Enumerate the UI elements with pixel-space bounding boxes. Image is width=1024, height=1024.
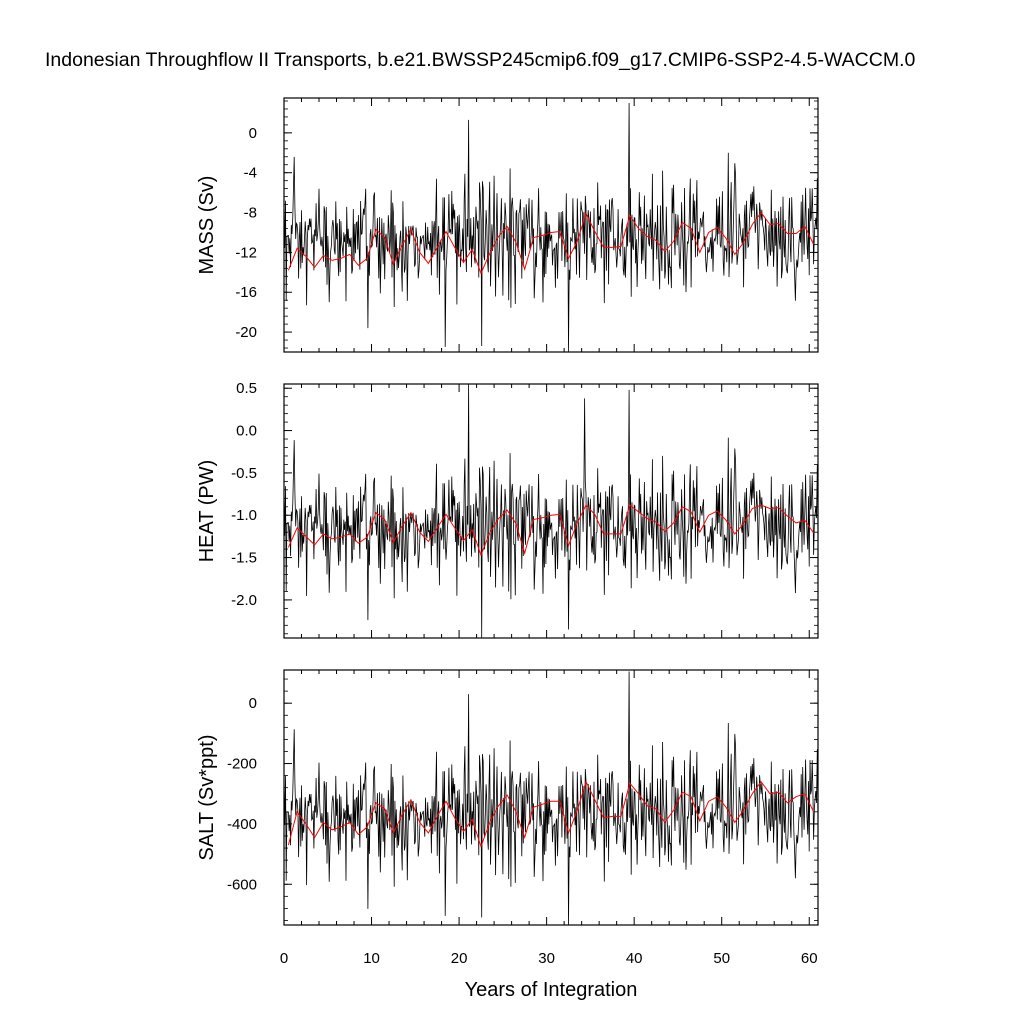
monthly-series-line: [284, 102, 818, 352]
y-tick-label: -1.0: [231, 507, 257, 524]
y-tick-label: -0.5: [231, 465, 257, 482]
annual-mean-line: [287, 211, 815, 275]
y-tick-label: 0: [249, 695, 257, 712]
y-axis-title: HEAT (PW): [196, 460, 218, 563]
x-tick-label: 40: [626, 950, 643, 967]
monthly-series-line: [284, 671, 818, 925]
panels: 0 -4 -8 -12 -16 -20 MASS (Sv) 0.5 0.0 -0.5 -1.0 -1.…: [196, 97, 819, 967]
x-tick-label: 30: [538, 950, 555, 967]
y-tick-label: -4: [244, 165, 257, 182]
x-axis-title: Years of Integration: [465, 979, 638, 1001]
x-tick-label: 20: [451, 950, 468, 967]
x-tick-label: 10: [363, 950, 380, 967]
annual-mean-line: [287, 504, 815, 557]
y-tick-label: -12: [235, 244, 257, 261]
y-tick-label: 0.5: [236, 380, 257, 397]
panel-3: 0 -200 -400 -600 SALT (Sv*ppt) 0 10 20 30 40 50 60: [196, 669, 819, 967]
x-tick-label: 50: [713, 950, 730, 967]
chart-title: Indonesian Throughflow II Transports, b.…: [45, 49, 915, 71]
plot-frame: [283, 97, 819, 353]
x-tick-label: 60: [801, 950, 818, 967]
y-tick-label: -8: [244, 205, 257, 222]
plot-frame: [283, 669, 819, 926]
y-tick-label: -600: [227, 876, 257, 893]
y-tick-label: -400: [227, 816, 257, 833]
x-tick-label: 0: [280, 950, 288, 967]
y-tick-label: -20: [235, 324, 257, 341]
panel-2: 0.5 0.0 -0.5 -1.0 -1.5 -2.0 HEAT (PW): [196, 380, 819, 639]
y-tick-label: -200: [227, 756, 257, 773]
y-axis-title: SALT (Sv*ppt): [196, 735, 218, 861]
y-axis-title: MASS (Sv): [196, 176, 218, 275]
y-tick-label: -16: [235, 284, 257, 301]
y-tick-label: -2.0: [231, 592, 257, 609]
y-tick-label: 0.0: [236, 423, 257, 440]
annual-mean-line: [287, 780, 815, 849]
plot-frame: [283, 383, 819, 639]
monthly-series-line: [284, 384, 818, 638]
y-tick-label: 0: [249, 125, 257, 142]
panel-1: 0 -4 -8 -12 -16 -20 MASS (Sv): [196, 97, 819, 353]
y-tick-label: -1.5: [231, 550, 257, 567]
